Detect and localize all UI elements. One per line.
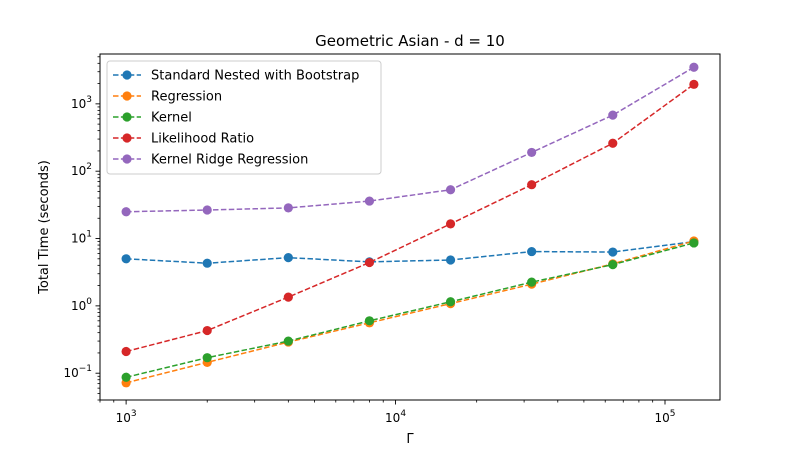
series-line-kernel-ridge-regression (126, 66, 695, 213)
data-point-likelihood-ratio (445, 219, 456, 229)
data-point-likelihood-ratio (202, 325, 212, 336)
data-point-kernel (283, 336, 293, 346)
data-point-kernel-ridge-regression (608, 110, 618, 120)
x-tick-label: 105 (654, 409, 675, 425)
data-point-kernel (608, 260, 618, 270)
legend-marker-kernel-ridge-regression (122, 154, 132, 164)
data-point-kernel (202, 353, 212, 363)
data-point-kernel-ridge-regression (283, 203, 293, 213)
data-point-likelihood-ratio (283, 292, 293, 302)
data-point-kernel-ridge-regression (527, 147, 537, 158)
data-point-standard-nested-with-bootstrap (608, 247, 618, 257)
series-line-likelihood-ratio (125, 83, 695, 353)
x-axis-label: Γ (406, 432, 414, 447)
y-tick-label: 10−1 (63, 364, 92, 380)
data-point-standard-nested-with-bootstrap (202, 258, 212, 268)
y-axis-label: Total Time (seconds) (37, 160, 52, 295)
legend-label-kernel-ridge-regression: Kernel Ridge Regression (151, 153, 308, 168)
data-point-standard-nested-with-bootstrap (121, 254, 131, 264)
data-point-standard-nested-with-bootstrap (527, 246, 537, 257)
legend-label-kernel: Kernel (151, 111, 192, 126)
x-tick-label: 104 (385, 409, 406, 425)
legend-marker-standard-nested-with-bootstrap (122, 70, 132, 80)
data-point-kernel (121, 372, 131, 382)
data-point-kernel (445, 297, 456, 307)
data-point-likelihood-ratio (608, 138, 618, 148)
axes-frame (99, 53, 721, 401)
legend-marker-regression (122, 91, 132, 101)
data-point-standard-nested-with-bootstrap (445, 255, 456, 265)
plot-area: 103 104 105 10−1 100 101 102 103 (63, 56, 699, 425)
data-point-likelihood-ratio (121, 346, 131, 357)
legend-marker-likelihood-ratio (122, 133, 132, 143)
legend-label-regression: Regression (151, 90, 222, 105)
legend-label-standard-nested-with-bootstrap: Standard Nested with Bootstrap (151, 69, 359, 84)
data-point-kernel-ridge-regression (121, 207, 131, 217)
y-tick-label: 101 (71, 230, 92, 246)
chart-title: Geometric Asian - d = 10 (315, 32, 505, 50)
data-point-likelihood-ratio (527, 180, 537, 190)
y-tick-label: 103 (71, 95, 92, 111)
data-point-kernel-ridge-regression (445, 185, 456, 195)
data-point-kernel-ridge-regression (689, 62, 699, 72)
data-point-kernel (527, 277, 537, 287)
legend-box (106, 60, 382, 175)
legend-marker-kernel (122, 112, 132, 122)
y-tick-label: 102 (71, 162, 92, 178)
series-line-kernel (125, 242, 695, 379)
data-point-kernel-ridge-regression (364, 196, 375, 206)
x-tick-label: 103 (116, 409, 137, 425)
data-point-likelihood-ratio (364, 257, 375, 268)
legend: Standard Nested with Bootstrap Regression… (106, 60, 382, 175)
data-point-kernel (689, 238, 699, 248)
y-tick-label: 100 (71, 297, 92, 313)
legend-label-likelihood-ratio: Likelihood Ratio (151, 132, 254, 147)
data-point-kernel-ridge-regression (202, 205, 212, 215)
series-line-standard-nested-with-bootstrap (126, 240, 694, 264)
data-point-standard-nested-with-bootstrap (283, 253, 293, 263)
data-point-kernel (364, 316, 375, 326)
data-point-likelihood-ratio (689, 79, 699, 89)
